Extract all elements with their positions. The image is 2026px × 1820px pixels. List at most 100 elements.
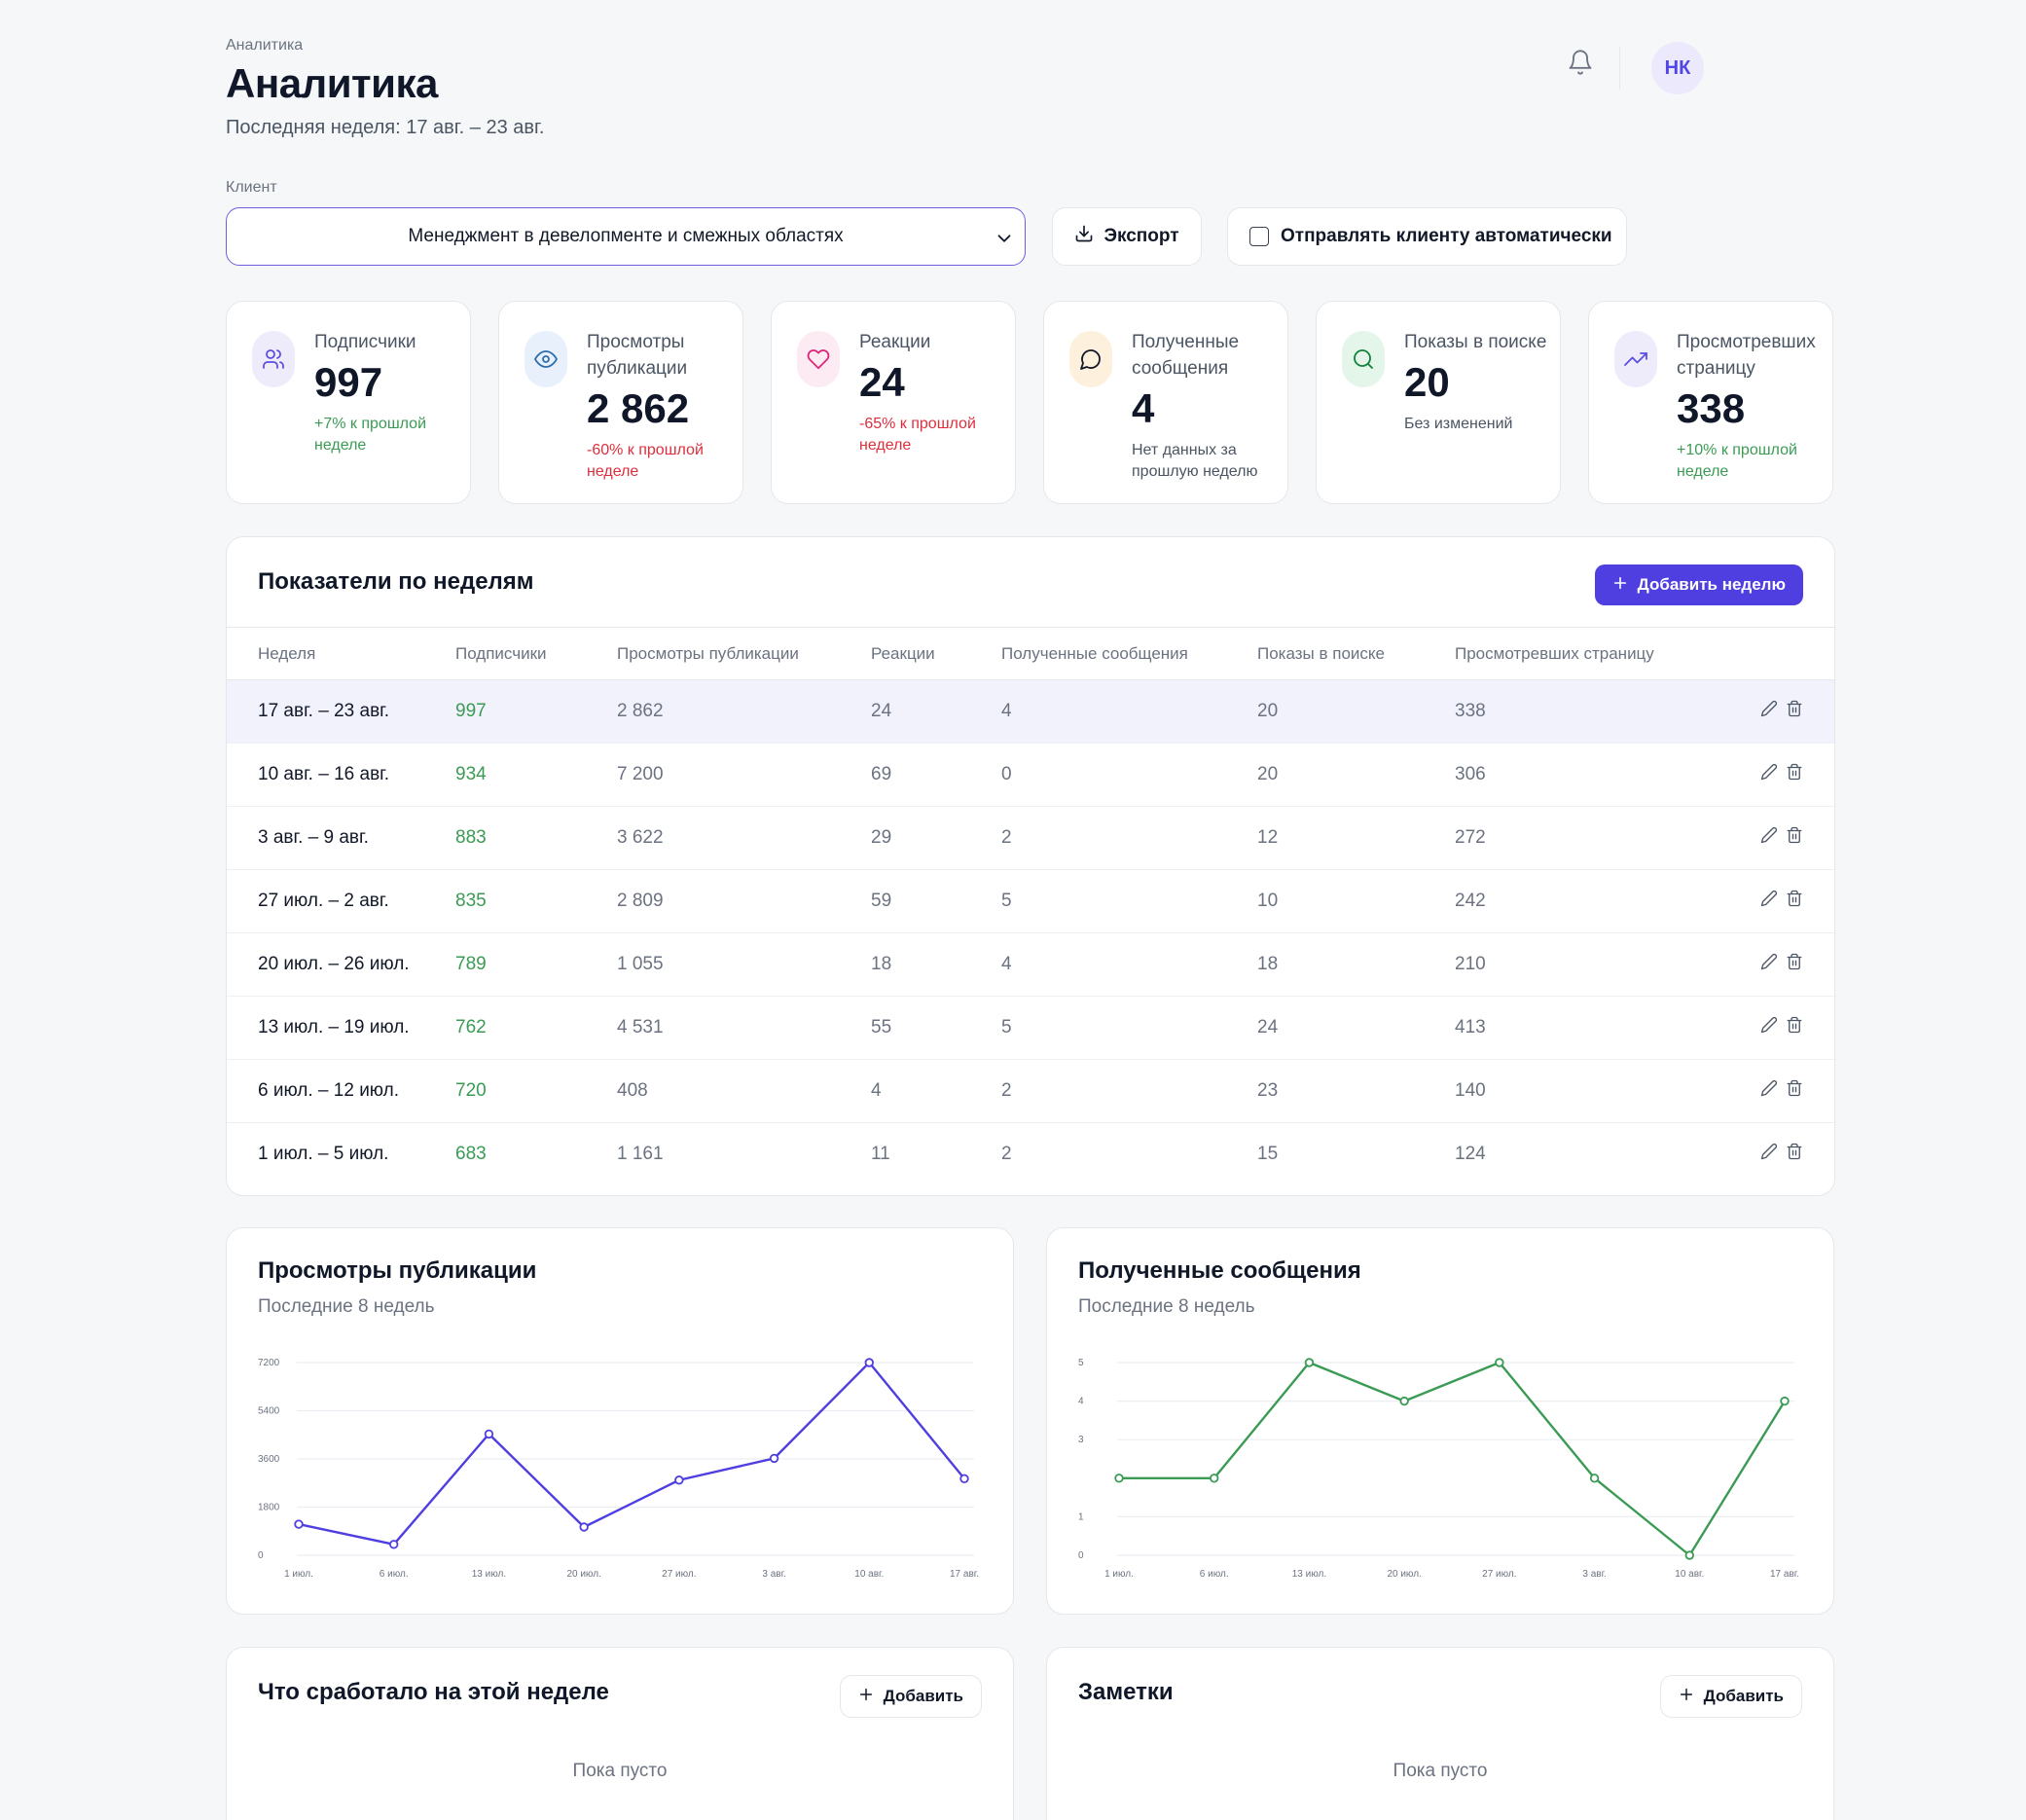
y-tick-label: 1800 xyxy=(258,1503,280,1513)
data-point[interactable] xyxy=(389,1540,399,1549)
heart-icon xyxy=(797,331,840,387)
kpi-value: 2 862 xyxy=(587,385,690,431)
table-row[interactable]: 27 июл. – 2 авг. 835 2 809 59 5 10 242 xyxy=(227,869,1834,933)
data-point[interactable] xyxy=(1399,1396,1409,1406)
table-cell: 6 июл. – 12 июл. xyxy=(227,1059,455,1123)
table-row[interactable]: 13 июл. – 19 июл. 762 4 531 55 5 24 413 xyxy=(227,996,1834,1060)
table-row[interactable]: 17 авг. – 23 авг. 997 2 862 24 4 20 338 xyxy=(227,679,1834,744)
trash-icon[interactable] xyxy=(1786,763,1803,781)
data-point[interactable] xyxy=(1114,1474,1124,1483)
edit-icon[interactable] xyxy=(1760,1143,1778,1160)
table-cell: 5 xyxy=(1001,996,1257,1060)
table-row[interactable]: 3 авг. – 9 авг. 883 3 622 29 2 12 272 xyxy=(227,806,1834,870)
edit-icon[interactable] xyxy=(1760,953,1778,970)
y-tick-label: 0 xyxy=(1078,1550,1084,1561)
table-cell: 338 xyxy=(1455,679,1727,744)
breadcrumb[interactable]: Аналитика xyxy=(226,37,304,54)
edit-icon[interactable] xyxy=(1760,1079,1778,1097)
auto-send-toggle[interactable]: Отправлять клиенту автоматически xyxy=(1227,207,1627,266)
data-point[interactable] xyxy=(1495,1358,1504,1367)
data-point[interactable] xyxy=(1210,1474,1219,1483)
x-tick-label: 10 авг. xyxy=(1675,1569,1704,1580)
add-week-button[interactable]: Добавить неделю xyxy=(1594,564,1803,605)
add-note-button[interactable]: Добавить xyxy=(1659,1675,1802,1718)
export-label: Экспорт xyxy=(1103,226,1179,246)
table-cell: 11 xyxy=(871,1144,890,1165)
edit-icon[interactable] xyxy=(1760,700,1778,717)
edit-icon[interactable] xyxy=(1760,890,1778,907)
trash-icon[interactable] xyxy=(1786,1016,1803,1034)
table-cell: 20 июл. – 26 июл. xyxy=(227,932,455,997)
trash-icon[interactable] xyxy=(1786,953,1803,970)
trash-icon[interactable] xyxy=(1786,1079,1803,1097)
weekly-metrics-card: Показатели по неделям Добавить неделю Не… xyxy=(226,536,1835,1196)
views-chart-title: Просмотры публикации xyxy=(258,1257,537,1284)
data-point[interactable] xyxy=(579,1522,589,1532)
table-cell: 1 июл. – 5 июл. xyxy=(258,1144,389,1165)
x-tick-label: 6 июл. xyxy=(380,1569,409,1580)
table-cell: 762 xyxy=(455,996,617,1060)
column-header[interactable]: Реакции xyxy=(871,627,1001,680)
client-select[interactable]: Менеджмент в девелопменте и смежных обла… xyxy=(226,207,1026,266)
table-cell: 2 xyxy=(1001,1144,1012,1165)
table-cell: 2 809 xyxy=(617,869,871,933)
messages-line-chart: 0 1 3 4 5 1 июл. 6 июл. 13 июл. 20 июл. 27 июл. 3 … xyxy=(1078,1358,1799,1580)
period-subtitle: Последняя неделя: 17 авг. – 23 авг. xyxy=(226,117,545,138)
avatar[interactable]: НК xyxy=(1651,42,1704,94)
data-point[interactable] xyxy=(1304,1358,1315,1367)
data-point[interactable] xyxy=(484,1429,494,1439)
edit-icon[interactable] xyxy=(1760,826,1778,844)
table-cell: 2 xyxy=(1001,806,1257,870)
trash-icon[interactable] xyxy=(1786,826,1803,844)
y-tick-label: 4 xyxy=(1078,1397,1084,1407)
data-point[interactable] xyxy=(1780,1396,1790,1406)
x-tick-label: 1 июл. xyxy=(284,1569,313,1580)
column-header[interactable]: Неделя xyxy=(227,627,455,680)
data-point[interactable] xyxy=(294,1519,304,1529)
column-header[interactable]: Просмотры публикации xyxy=(617,627,871,680)
trash-icon[interactable] xyxy=(1786,1143,1803,1160)
edit-icon[interactable] xyxy=(1760,1016,1778,1034)
kpi-value: 24 xyxy=(859,359,905,405)
auto-send-checkbox[interactable] xyxy=(1249,227,1269,246)
table-row[interactable]: 20 июл. – 26 июл. 789 1 055 18 4 18 210 xyxy=(227,932,1834,997)
table-cell: 3 622 xyxy=(617,806,871,870)
table-row[interactable]: 6 июл. – 12 июл. 720 408 4 2 23 140 xyxy=(227,1059,1834,1123)
kpi-card-reactions: Реакции 24 -65% к прошлой неделе xyxy=(771,301,1016,504)
table-cell: 7 200 xyxy=(617,743,871,807)
y-tick-label: 3 xyxy=(1078,1435,1084,1445)
table-cell: 23 xyxy=(1257,1059,1455,1123)
table-row[interactable]: 10 авг. – 16 авг. 934 7 200 69 0 20 306 xyxy=(227,743,1834,807)
column-header[interactable]: Просмотревших страницу xyxy=(1455,627,1727,680)
x-tick-label: 1 июл. xyxy=(1104,1569,1134,1580)
column-header[interactable]: Подписчики xyxy=(455,627,617,680)
data-point[interactable] xyxy=(674,1475,684,1485)
table-cell: 20 xyxy=(1257,679,1455,744)
column-header[interactable]: Полученные сообщения xyxy=(1001,627,1257,680)
trash-icon[interactable] xyxy=(1786,890,1803,907)
data-point[interactable] xyxy=(769,1453,779,1464)
table-cell: 1 055 xyxy=(617,932,871,997)
table-row[interactable]: 1 июл. – 5 июл. 683 1 161 11 2 15 124 xyxy=(227,1123,1834,1186)
x-tick-label: 27 июл. xyxy=(1482,1569,1516,1580)
row-actions xyxy=(1727,743,1834,807)
trash-icon[interactable] xyxy=(1786,700,1803,717)
client-select-value: Менеджмент в девелопменте и смежных обла… xyxy=(408,226,844,246)
x-tick-label: 13 июл. xyxy=(1292,1569,1326,1580)
y-tick-label: 5400 xyxy=(258,1406,280,1417)
add-what-worked-button[interactable]: Добавить xyxy=(839,1675,982,1718)
bell-icon[interactable] xyxy=(1567,49,1594,76)
data-point[interactable] xyxy=(1589,1474,1600,1483)
data-point[interactable] xyxy=(959,1474,969,1483)
eye-icon xyxy=(525,331,567,387)
empty-state: Пока пусто xyxy=(572,1761,668,1781)
column-header[interactable]: Показы в поиске xyxy=(1257,627,1455,680)
export-button[interactable]: Экспорт xyxy=(1052,207,1202,266)
data-point[interactable] xyxy=(1684,1550,1694,1560)
table-cell: 720 xyxy=(455,1059,617,1123)
data-point[interactable] xyxy=(864,1358,874,1367)
y-tick-label: 0 xyxy=(258,1550,264,1561)
x-tick-label: 20 июл. xyxy=(566,1569,600,1580)
edit-icon[interactable] xyxy=(1760,763,1778,781)
weekly-metrics-title: Показатели по неделям xyxy=(258,568,534,595)
